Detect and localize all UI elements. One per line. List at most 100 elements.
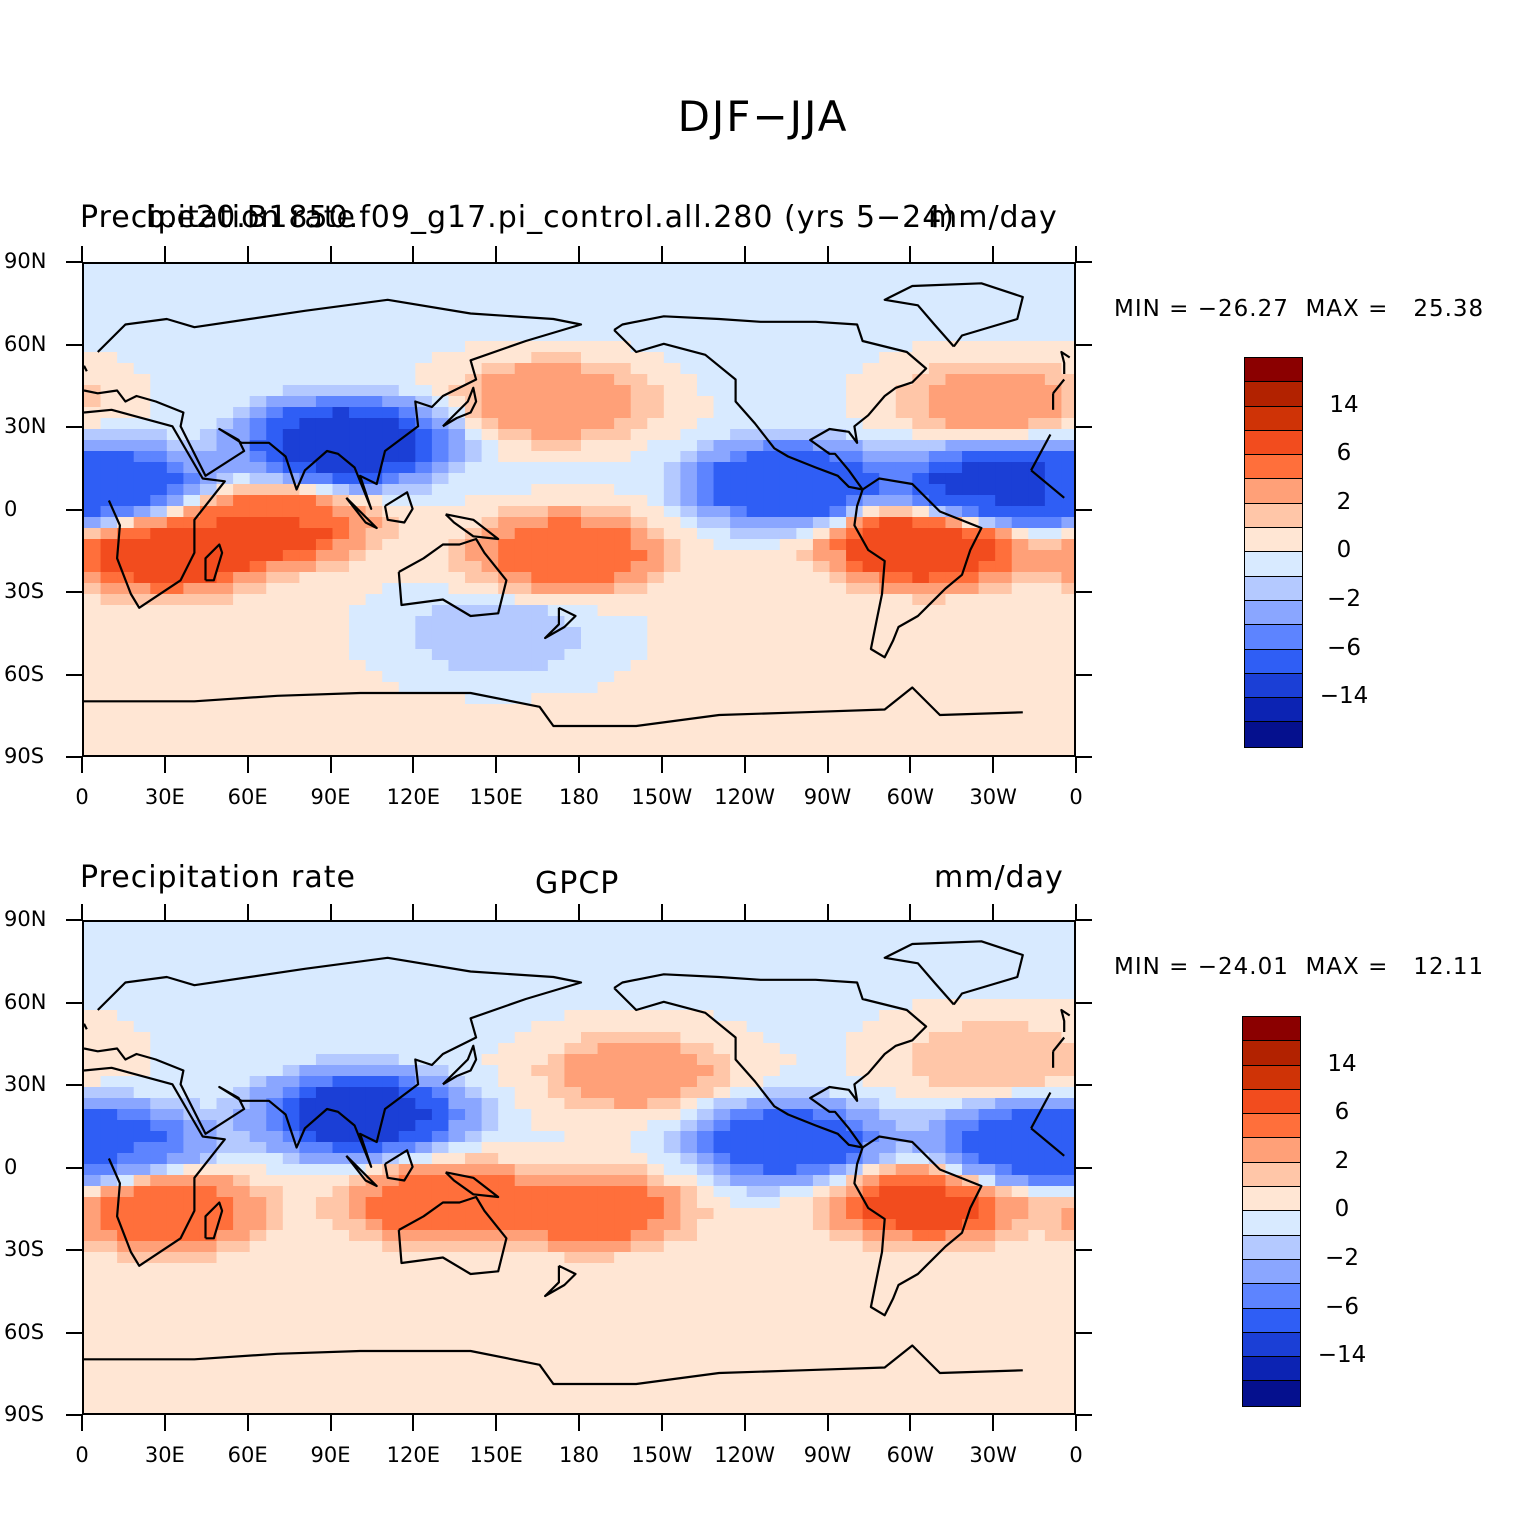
field-cell — [630, 627, 648, 639]
field-cell — [630, 396, 648, 408]
field-cell — [266, 999, 284, 1011]
field-cell — [846, 605, 864, 617]
field-cell — [133, 715, 151, 727]
field-cell — [365, 330, 383, 342]
field-cell — [282, 1208, 300, 1220]
field-cell — [150, 1263, 168, 1275]
field-cell — [812, 1296, 831, 1308]
field-cell — [995, 341, 1013, 353]
field-cell — [895, 682, 913, 694]
field-cell — [266, 1307, 284, 1319]
field-cell — [597, 693, 615, 705]
field-cell — [481, 1274, 499, 1286]
field-cell — [663, 1186, 681, 1198]
field-cell — [150, 1131, 168, 1143]
field-cell — [514, 1153, 532, 1165]
field-cell — [133, 473, 151, 485]
field-cell — [862, 396, 880, 408]
field-cell — [547, 1153, 566, 1165]
field-cell — [928, 528, 947, 540]
field-cell — [100, 330, 118, 342]
field-cell — [349, 374, 367, 386]
field-cell — [133, 999, 151, 1011]
field-cell — [431, 616, 450, 628]
field-cell — [481, 1307, 499, 1319]
field-cell — [945, 627, 963, 639]
field-cell — [763, 1131, 781, 1143]
field-cell — [928, 429, 947, 441]
field-cell — [1061, 517, 1074, 529]
field-cell — [547, 660, 566, 672]
field-cell — [763, 396, 781, 408]
field-cell — [862, 1164, 880, 1176]
field-cell — [945, 506, 963, 518]
field-cell — [382, 1153, 400, 1165]
field-cell — [862, 1186, 880, 1198]
field-cell — [415, 922, 433, 934]
field-cell — [730, 484, 748, 496]
field-cell — [531, 286, 549, 298]
field-cell — [547, 1175, 566, 1187]
field-cell — [100, 539, 118, 551]
field-cell — [166, 572, 184, 584]
field-cell — [1044, 693, 1063, 705]
field-cell — [746, 671, 764, 683]
field-cell — [398, 572, 416, 584]
field-cell — [879, 550, 897, 562]
field-cell — [1011, 407, 1029, 419]
field-cell — [315, 638, 334, 650]
field-cell — [133, 396, 151, 408]
field-cell — [183, 506, 201, 518]
field-cell — [84, 1153, 102, 1165]
field-cell — [1061, 561, 1074, 573]
field-cell — [398, 528, 416, 540]
field-cell — [117, 583, 135, 595]
field-cell — [812, 605, 831, 617]
field-cell — [680, 1120, 698, 1132]
field-cell — [812, 1032, 831, 1044]
field-cell — [912, 451, 930, 463]
field-cell — [829, 440, 847, 452]
field-cell — [465, 1197, 483, 1209]
field-cell — [779, 583, 797, 595]
field-cell — [630, 682, 648, 694]
field-cell — [84, 506, 102, 518]
field-cell — [514, 955, 532, 967]
field-cell — [133, 1043, 151, 1055]
field-cell — [84, 933, 102, 945]
field-cell — [547, 1296, 566, 1308]
field-cell — [895, 528, 913, 540]
field-cell — [995, 440, 1013, 452]
field-cell — [796, 693, 814, 705]
field-cell — [233, 594, 251, 606]
field-cell — [547, 1109, 566, 1121]
field-cell — [928, 671, 947, 683]
field-cell — [862, 1307, 880, 1319]
field-cell — [315, 1318, 334, 1330]
field-cell — [879, 977, 897, 989]
field-cell — [945, 1274, 963, 1286]
field-cell — [299, 341, 317, 353]
field-cell — [713, 616, 731, 628]
field-cell — [465, 1263, 483, 1275]
field-cell — [233, 308, 251, 320]
field-cell — [597, 528, 615, 540]
field-cell — [1061, 737, 1074, 749]
field-cell — [581, 1296, 599, 1308]
field-cell — [431, 977, 450, 989]
field-cell — [382, 418, 400, 430]
field-cell — [100, 418, 118, 430]
field-cell — [448, 944, 466, 956]
field-cell — [166, 440, 184, 452]
field-cell — [531, 922, 549, 934]
field-cell — [912, 462, 930, 474]
field-cell — [415, 319, 433, 331]
field-cell — [779, 418, 797, 430]
field-cell — [928, 1274, 947, 1286]
field-cell — [117, 495, 135, 507]
field-cell — [431, 649, 450, 661]
field-cell — [995, 627, 1013, 639]
field-cell — [730, 1208, 748, 1220]
field-cell — [332, 286, 350, 298]
field-cell — [630, 726, 648, 738]
